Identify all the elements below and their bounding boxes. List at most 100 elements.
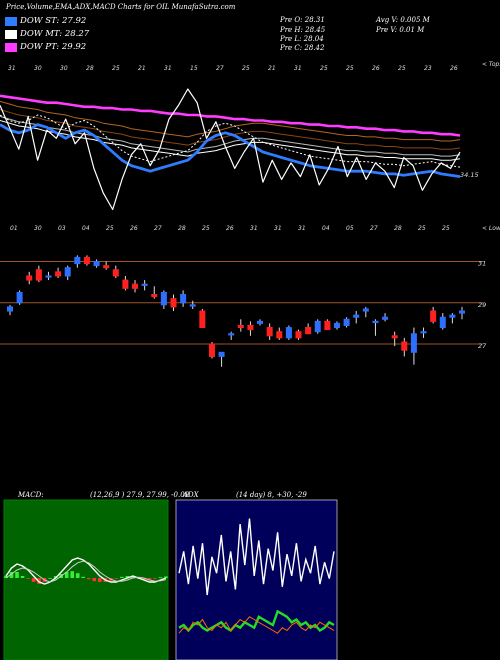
top-date-label: 31 [164, 65, 172, 72]
bottom-date-label: 25 [418, 225, 426, 232]
candle-body [285, 327, 292, 339]
bottom-date-label: 05 [346, 225, 354, 232]
candle-body [35, 269, 42, 281]
legend-dow-mt: DOW MT: 28.27 [20, 29, 90, 39]
macd-histogram-bar [70, 571, 75, 578]
macd-histogram-bar [147, 578, 152, 580]
macd-histogram-bar [48, 578, 52, 579]
candle-body [55, 271, 62, 277]
top-date-label: 28 [86, 65, 94, 72]
price-axis-label: 29 [478, 301, 486, 309]
candle-body [160, 291, 167, 306]
macd-histogram-bar [164, 576, 168, 578]
bottom-date-label: 25 [106, 225, 114, 232]
candle-body [218, 351, 225, 357]
candle-body [353, 314, 360, 318]
adx-label: ADX [183, 491, 199, 499]
candle-body [141, 283, 148, 286]
price-axis-label: 31 [478, 260, 486, 268]
legend-swatch-dow-mt [5, 30, 17, 39]
top-date-label: 26 [450, 65, 458, 72]
candle-body [170, 298, 177, 308]
candle-body [189, 304, 196, 307]
bottom-date-label: 26 [130, 225, 138, 232]
top-date-label: 31 [8, 65, 16, 72]
candle-body [180, 294, 187, 304]
macd-histogram-bar [26, 578, 30, 579]
candle-body [382, 316, 389, 320]
candle-body [295, 331, 302, 339]
adx-line [178, 518, 335, 596]
candle-body [276, 331, 283, 339]
candle-body [16, 291, 23, 304]
bottom-date-label: 26 [226, 225, 234, 232]
macd-histogram-bar [120, 576, 124, 578]
last-value-label: 34.15 [460, 171, 479, 179]
candle-body [45, 275, 52, 278]
legend-dow-pt: DOW PT: 29.92 [20, 42, 87, 52]
candle-body [391, 335, 398, 339]
candle-body [122, 279, 129, 289]
candle-body [459, 310, 465, 314]
candle-body [199, 310, 206, 329]
bottom-date-label: 30 [34, 225, 42, 232]
legend-swatch-dow-st [5, 17, 17, 26]
candle-body [208, 343, 215, 357]
prev-open: Pre O: 28.31 [280, 16, 325, 24]
candle-body [151, 294, 158, 298]
prev-low: Pre L: 28.04 [280, 35, 324, 43]
macd-histogram-bar [31, 578, 36, 582]
top-date-label: 26 [372, 65, 380, 72]
top-date-label: 21 [268, 65, 276, 72]
top-date-label: 30 [60, 65, 68, 72]
prev-high: Pre H: 28.45 [280, 26, 326, 34]
adx-params: (14 day) 8, +30, -29 [236, 491, 307, 499]
candle-body [247, 324, 254, 331]
prev-volume: Pre V: 0.01 M [376, 26, 425, 34]
macd-signal-line [5, 560, 167, 583]
bottom-date-label: 04 [82, 225, 90, 232]
macd-histogram-bar [114, 578, 119, 579]
dow-pt-line [0, 94, 461, 137]
bottom-date-label: 31 [274, 225, 282, 232]
macd-histogram-bar [64, 572, 69, 578]
candle-body [266, 327, 273, 337]
macd-histogram-bar [92, 578, 97, 582]
bottom-date-label: 31 [298, 225, 306, 232]
ema-long-line-1 [0, 100, 461, 142]
lows-axis-label: < Lows [482, 225, 500, 232]
top-date-label: 15 [190, 65, 198, 72]
candle-body [237, 324, 244, 329]
candle-body [112, 269, 119, 277]
top-date-label: 30 [34, 65, 42, 72]
macd-histogram-bar [81, 576, 86, 578]
bottom-date-label: 01 [10, 225, 18, 232]
bottom-date-label: 28 [178, 225, 186, 232]
macd-histogram-bar [9, 572, 14, 578]
candle-body [83, 256, 90, 265]
candle-body [372, 320, 379, 324]
legend-swatch-dow-pt [5, 43, 17, 52]
top-date-label: 25 [346, 65, 354, 72]
candle-body [420, 331, 427, 334]
dow-st-line [0, 123, 461, 178]
bottom-date-label: 27 [154, 225, 162, 232]
top-date-label: 21 [138, 65, 146, 72]
price-axis-label: 27 [478, 342, 487, 350]
macd-histogram-bar [75, 573, 80, 578]
macd-histogram-bar [4, 576, 8, 578]
candle-body [314, 320, 321, 333]
macd-histogram-bar [153, 578, 157, 579]
macd-params: (12,26,9 ) 27.9, 27.99, -0.09 [90, 491, 190, 499]
bottom-date-label: 25 [442, 225, 450, 232]
candle-body [228, 333, 235, 336]
dow-mt-line [0, 120, 461, 161]
bottom-date-label: 27 [370, 225, 378, 232]
candle-body [362, 308, 369, 312]
bottom-date-label: 28 [394, 225, 402, 232]
candle-body [103, 265, 110, 269]
candle-body [439, 316, 446, 329]
candle-body [132, 283, 139, 289]
